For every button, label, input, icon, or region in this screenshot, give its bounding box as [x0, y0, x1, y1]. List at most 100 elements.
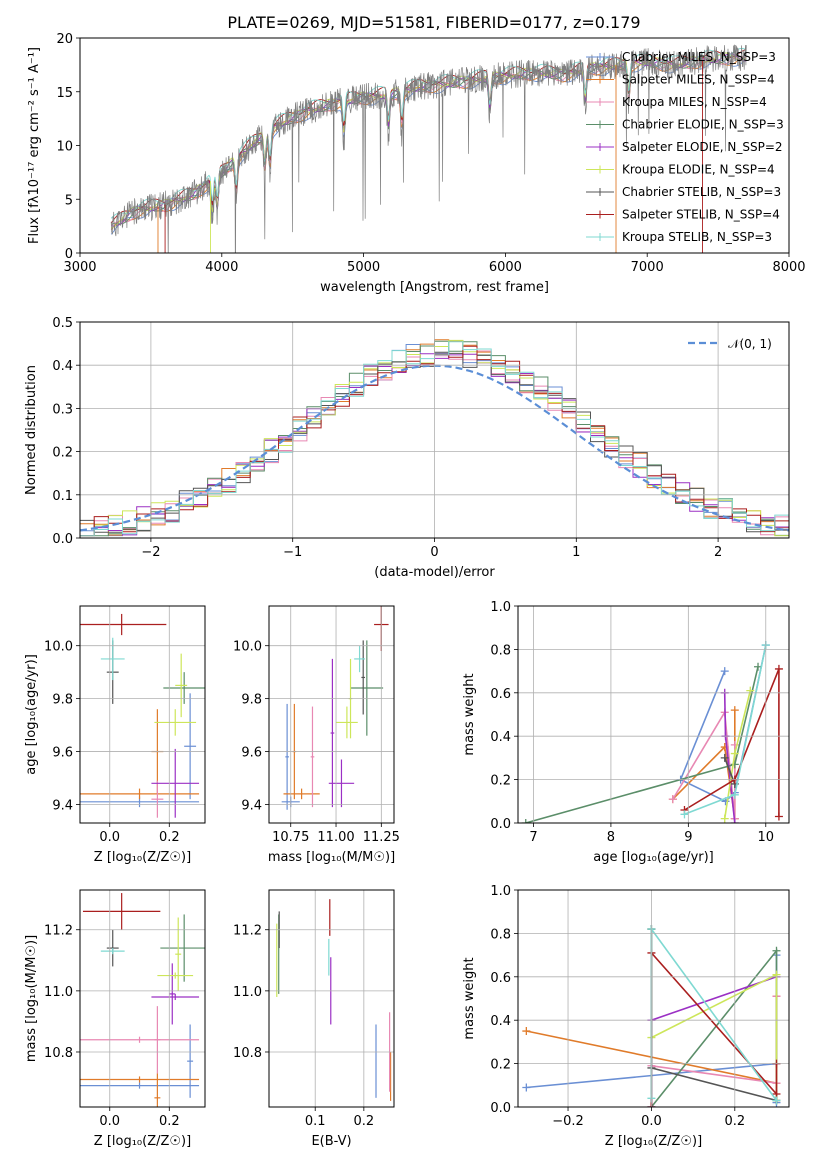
y-axis-label: mass weight [462, 673, 477, 755]
x-tick-label: 10 [757, 830, 774, 845]
y-tick-label: 0.2 [490, 1058, 511, 1073]
y-tick-label: 0.4 [52, 359, 73, 374]
x-axis-label: (data-model)/error [374, 565, 495, 580]
mass-weight-series-line [651, 973, 778, 1101]
errorbar-point [151, 993, 200, 1001]
y-tick-label: 0.2 [490, 774, 511, 789]
mass-weight-vs-age-panel: 7 8 9 10 0.0 0.2 0.4 0.6 0.8 1.0 age [log₁₀(age/yr… [462, 600, 790, 865]
x-axis-label: age [log₁₀(age/yr)] [593, 850, 714, 865]
y-tick-label: 10.8 [44, 1046, 73, 1061]
mass-weight-point-marker [774, 664, 783, 673]
x-axis-label: Z [log₁₀(Z/Z☉)] [94, 1134, 191, 1149]
mass-weight-point-marker [521, 819, 530, 823]
legend-entry: Kroupa ELODIE, N_SSP=4 [622, 163, 775, 177]
y-tick-label: 5 [65, 193, 73, 208]
errorbar-point [154, 1006, 161, 1074]
y-tick-label: 9.8 [52, 693, 73, 708]
y-tick-label: 9.4 [52, 798, 73, 813]
x-tick-label: 11.00 [317, 830, 354, 845]
mass-weight-point-marker [720, 667, 729, 676]
mass-weight-point-marker [730, 749, 739, 758]
errorbar-point [336, 706, 358, 739]
age-vs-Z-frame [79, 605, 206, 824]
x-tick-label: 0.2 [159, 830, 180, 845]
y-tick-label: 11.0 [233, 985, 262, 1000]
spectrum-frame [79, 37, 790, 254]
legend-entry: Chabrier STELIB, N_SSP=3 [622, 185, 781, 199]
observed-spectrum-line [110, 44, 747, 253]
errorbar-point [100, 637, 125, 681]
mass-weight-point-marker [720, 814, 729, 823]
mass-weight-point-marker [772, 1096, 781, 1105]
mass-vs-Z-panel: 0.0 0.2 10.8 11.0 11.2 Z [log₁₀(Z/Z☉)] mass [l… [24, 889, 206, 1149]
mass-weight-point-marker [730, 819, 739, 823]
mass-weight-vs-Z-panel: −0.2 0.0 0.2 0.0 0.2 0.4 0.6 0.8 1.0 Z [log₁₀(Z/Z… [462, 884, 790, 1149]
errorbar-point [285, 703, 289, 810]
errorbar-point [175, 917, 182, 991]
errorbar-point [175, 653, 188, 718]
x-tick-label: 1 [572, 545, 580, 560]
errorbar-point [80, 1036, 200, 1043]
x-tick-label: 8 [607, 830, 615, 845]
mass-weight-point-marker [522, 1083, 531, 1092]
spectrum-plot-area [110, 44, 747, 253]
y-tick-label: 0.4 [490, 730, 511, 745]
x-tick-label: 11.25 [363, 830, 400, 845]
y-axis-label: Normed distribution [24, 365, 39, 495]
legend-entry: Kroupa MILES, N_SSP=4 [622, 95, 767, 109]
y-tick-label: 0.8 [490, 643, 511, 658]
mass-vs-EBV-panel: 0.1 0.2 10.8 11.0 11.2 E(B-V) [233, 889, 395, 1149]
errorbar-point [310, 706, 315, 808]
errorbar-point [350, 640, 384, 736]
mass-weight-point-marker [774, 812, 783, 821]
x-tick-label: 4000 [205, 260, 238, 275]
x-tick-label: 5000 [347, 260, 380, 275]
age-vs-mass-plot-area [281, 606, 389, 810]
mass-weight-point-marker [680, 810, 689, 819]
x-tick-label: 10.75 [272, 830, 309, 845]
errorbar-point [151, 780, 164, 818]
legend-entry: Chabrier MILES, N_SSP=3 [622, 50, 776, 64]
errorbar-point [82, 893, 161, 930]
y-tick-label: 0.0 [490, 817, 511, 832]
y-tick-label: 9.6 [241, 746, 262, 761]
y-tick-label: 0.6 [490, 971, 511, 986]
residuals-frame [79, 321, 790, 539]
age-vs-Z-plot-area [80, 613, 205, 818]
x-tick-label: −2 [141, 545, 160, 560]
errorbar-point [330, 658, 335, 808]
errorbar-point [80, 788, 200, 800]
mass-weight-point-marker [668, 795, 677, 804]
legend-entry: Salpeter ELODIE, N_SSP=2 [622, 140, 783, 154]
x-tick-label: 0.2 [724, 1114, 745, 1129]
mass-weight-point-marker [772, 946, 781, 955]
errorbar-point [283, 788, 320, 800]
y-axis-label: mass [log₁₀(M/M☉)] [24, 935, 39, 1062]
errorbar-point [354, 645, 366, 673]
mass-weight-point-marker [730, 706, 739, 715]
y-tick-label: 0.0 [52, 532, 73, 547]
spectrum-panel: 3000 4000 5000 6000 7000 8000 0 5 10 15 20 waveleng… [27, 32, 806, 295]
x-axis-label: Z [log₁₀(Z/Z☉)] [605, 1134, 702, 1149]
legend-entry: Salpeter MILES, N_SSP=4 [622, 73, 775, 87]
legend-entry: Salpeter STELIB, N_SSP=4 [622, 208, 780, 222]
x-tick-label: 3000 [63, 260, 96, 275]
age-vs-Z-panel: 0.0 0.2 9.4 9.6 9.8 10.0 Z [log₁₀(Z/Z☉)] age [l… [24, 605, 206, 865]
errorbar-point [169, 963, 176, 1025]
errorbar-point [80, 1082, 200, 1089]
y-tick-label: 9.4 [241, 798, 262, 813]
x-tick-label: 0.0 [641, 1114, 662, 1129]
y-tick-label: 10.0 [233, 640, 262, 655]
y-tick-label: 15 [56, 86, 73, 101]
mass-vs-Z-plot-area [80, 893, 205, 1107]
mass-weight-point-marker [730, 790, 739, 799]
x-tick-label: 0.2 [159, 1114, 180, 1129]
mass-weight-point-marker [772, 970, 781, 979]
mass-weight-series-line [684, 668, 780, 817]
x-tick-label: 0 [430, 545, 438, 560]
y-tick-label: 1.0 [490, 884, 511, 899]
x-tick-label: 0.1 [305, 1114, 326, 1129]
y-tick-label: 11.0 [44, 985, 73, 1000]
y-tick-label: 0.6 [490, 687, 511, 702]
